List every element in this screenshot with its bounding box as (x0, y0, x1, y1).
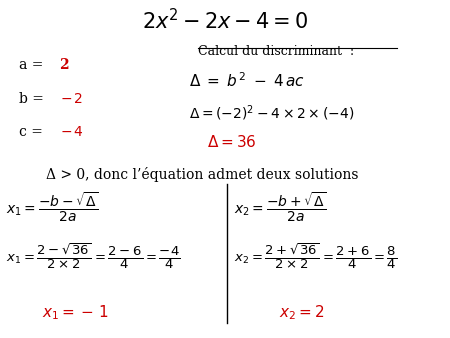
Text: $-\,2$: $-\,2$ (59, 92, 83, 106)
Text: $\Delta = 36$: $\Delta = 36$ (207, 134, 256, 150)
Text: $-\,4$: $-\,4$ (59, 125, 83, 139)
Text: $2x^2 - 2x - 4 = 0$: $2x^2 - 2x - 4 = 0$ (142, 8, 308, 33)
Text: 2: 2 (59, 58, 69, 72)
Text: $x_1 = -\,1$: $x_1 = -\,1$ (42, 303, 108, 322)
Text: b =: b = (19, 92, 49, 106)
Text: $x_1 = \dfrac{-b-\sqrt{\Delta}}{2a}$: $x_1 = \dfrac{-b-\sqrt{\Delta}}{2a}$ (6, 191, 98, 224)
Text: $\Delta = (-2)^2 - 4\times 2\times(-4)$: $\Delta = (-2)^2 - 4\times 2\times(-4)$ (189, 104, 355, 123)
Text: Calcul du discriminant  :: Calcul du discriminant : (198, 45, 354, 58)
Text: $x_2 = 2$: $x_2 = 2$ (279, 303, 324, 322)
Text: Δ > 0, donc l’équation admet deux solutions: Δ > 0, donc l’équation admet deux soluti… (46, 167, 359, 182)
Text: $\Delta\;=\;b^{\,2}\;-\;4\,ac$: $\Delta\;=\;b^{\,2}\;-\;4\,ac$ (189, 72, 305, 91)
Text: c =: c = (19, 125, 48, 139)
Text: a =: a = (19, 58, 48, 72)
Text: $x_2 = \dfrac{-b+\sqrt{\Delta}}{2a}$: $x_2 = \dfrac{-b+\sqrt{\Delta}}{2a}$ (234, 191, 326, 224)
Text: $x_1 = \dfrac{2-\sqrt{36}}{2\times 2} = \dfrac{2-6}{4} = \dfrac{-4}{4}$: $x_1 = \dfrac{2-\sqrt{36}}{2\times 2} = … (6, 241, 180, 271)
Text: $x_2 = \dfrac{2+\sqrt{36}}{2\times 2} = \dfrac{2+6}{4} = \dfrac{8}{4}$: $x_2 = \dfrac{2+\sqrt{36}}{2\times 2} = … (234, 241, 397, 271)
